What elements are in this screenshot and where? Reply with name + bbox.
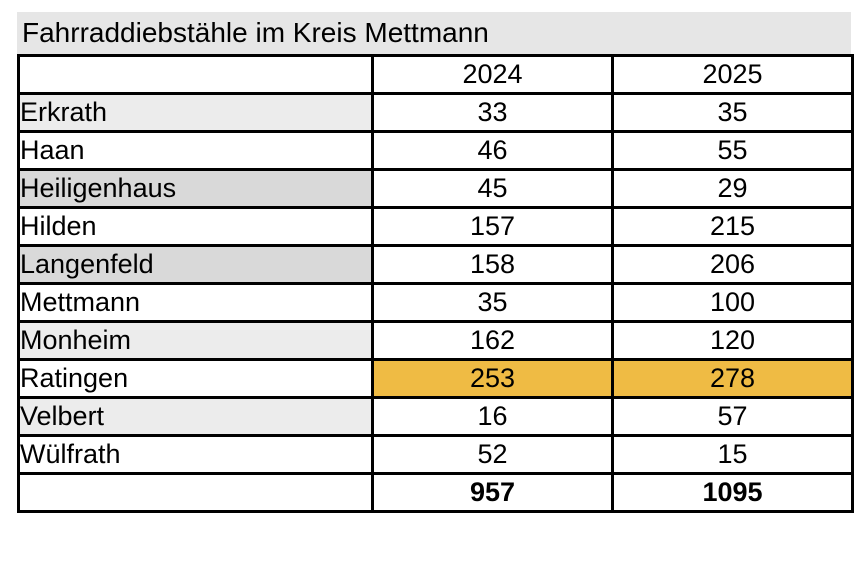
total-label-cell (17, 472, 374, 513)
table-row: Erkrath 33 35 (17, 92, 854, 133)
city-name-cell: Monheim (17, 320, 374, 361)
value-2024-cell: 52 (371, 434, 614, 475)
value-2024-cell: 35 (371, 282, 614, 323)
total-2024-cell: 957 (371, 472, 614, 513)
value-2024-cell: 16 (371, 396, 614, 437)
table-page: Fahrraddiebstähle im Kreis Mettmann 2024… (17, 12, 854, 513)
value-2025-cell: 15 (611, 434, 854, 475)
city-name-cell: Langenfeld (17, 244, 374, 285)
total-2025-cell: 1095 (611, 472, 854, 513)
value-2024-cell: 162 (371, 320, 614, 361)
city-name-cell: Velbert (17, 396, 374, 437)
table-row: Langenfeld 158 206 (17, 244, 854, 285)
city-name-cell: Wülfrath (17, 434, 374, 475)
value-2025-cell: 35 (611, 92, 854, 133)
table-row: Mettmann 35 100 (17, 282, 854, 323)
city-name-cell: Erkrath (17, 92, 374, 133)
value-2024-cell: 253 (371, 358, 614, 399)
city-name-cell: Heiligenhaus (17, 168, 374, 209)
total-row: 957 1095 (17, 472, 854, 513)
value-2025-cell: 278 (611, 358, 854, 399)
bike-theft-table: 2024 2025 Erkrath 33 35 Haan 46 55 Heiligenhau… (17, 54, 854, 513)
table-row: Wülfrath 52 15 (17, 434, 854, 475)
value-2025-cell: 55 (611, 130, 854, 171)
table-row: Heiligenhaus 45 29 (17, 168, 854, 209)
value-2024-cell: 157 (371, 206, 614, 247)
value-2024-cell: 33 (371, 92, 614, 133)
header-row: 2024 2025 (17, 54, 854, 95)
value-2025-cell: 57 (611, 396, 854, 437)
header-year-2024: 2024 (371, 54, 614, 95)
header-city-column (17, 54, 374, 95)
city-name-cell: Hilden (17, 206, 374, 247)
value-2025-cell: 215 (611, 206, 854, 247)
value-2024-cell: 46 (371, 130, 614, 171)
value-2025-cell: 206 (611, 244, 854, 285)
city-name-cell: Ratingen (17, 358, 374, 399)
value-2025-cell: 100 (611, 282, 854, 323)
table-row: Hilden 157 215 (17, 206, 854, 247)
table-row: Ratingen 253 278 (17, 358, 854, 399)
value-2024-cell: 158 (371, 244, 614, 285)
value-2025-cell: 29 (611, 168, 854, 209)
table-row: Monheim 162 120 (17, 320, 854, 361)
city-name-cell: Mettmann (17, 282, 374, 323)
value-2024-cell: 45 (371, 168, 614, 209)
header-year-2025: 2025 (611, 54, 854, 95)
table-title: Fahrraddiebstähle im Kreis Mettmann (17, 12, 851, 54)
city-name-cell: Haan (17, 130, 374, 171)
value-2025-cell: 120 (611, 320, 854, 361)
table-row: Velbert 16 57 (17, 396, 854, 437)
table-row: Haan 46 55 (17, 130, 854, 171)
